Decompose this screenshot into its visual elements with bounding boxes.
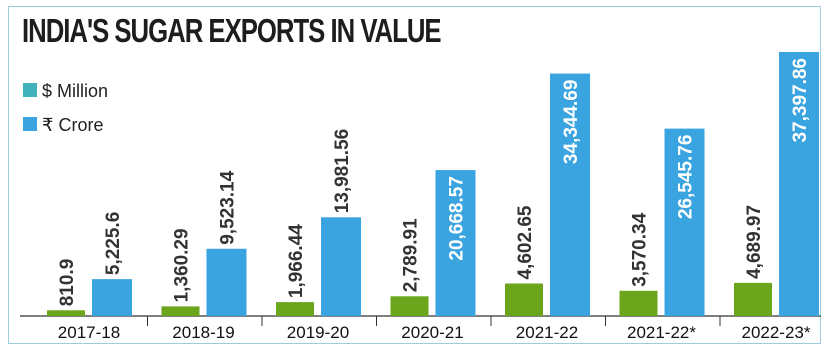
legend-swatch-0 [23,83,37,97]
x-tick-label-2020-21: 2020-21 [401,323,463,342]
value-label-inr-2021-22*: 26,545.76 [676,135,697,220]
bar-inr-2018-19 [206,248,247,316]
value-label-usd-2019-20: 1,966.44 [286,224,307,298]
value-label-usd-2017-18: 810.9 [57,259,78,307]
x-tick-label-2017-18: 2017-18 [58,323,120,342]
value-label-usd-2021-22*: 3,570.34 [630,212,651,286]
value-label-usd-2020-21: 2,789.91 [401,218,422,292]
x-tick-label-2021-22: 2021-22 [516,323,578,342]
bar-usd-2022-23* [734,282,772,316]
x-tick-label-2022-23*: 2022-23* [741,323,810,342]
chart-title: INDIA'S SUGAR EXPORTS IN VALUE [22,12,442,49]
value-label-usd-2021-22: 4,602.65 [515,205,536,279]
bar-inr-2021-22* [664,128,705,316]
x-tick-label-2018-19: 2018-19 [172,323,234,342]
bar-usd-2021-22 [505,283,543,316]
bar-usd-2020-21 [390,296,429,316]
bar-inr-2020-21 [435,170,476,316]
bar-inr-2019-20 [321,217,361,316]
chart-frame [8,6,821,344]
value-label-usd-2022-23*: 4,689.97 [744,205,765,279]
bar-inr-2017-18 [92,279,132,316]
value-label-usd-2018-19: 1,360.29 [172,228,193,302]
x-tick-label-2019-20: 2019-20 [287,323,349,342]
legend-label-1: ₹ Crore [42,115,103,135]
value-label-inr-2021-22: 34,344.69 [561,80,582,165]
bar-usd-2019-20 [276,302,314,316]
legend-swatch-1 [23,117,37,131]
bar-inr-2022-23* [779,52,819,316]
value-label-inr-2022-23*: 37,397.86 [790,58,811,143]
bar-usd-2017-18 [47,310,85,316]
value-label-inr-2018-19: 9,523.14 [218,170,239,244]
x-tick-label-2021-22*: 2021-22* [627,323,696,342]
bar-usd-2018-19 [161,306,200,316]
value-label-inr-2020-21: 20,668.57 [447,176,468,261]
value-label-inr-2017-18: 5,225.6 [103,212,124,275]
bar-usd-2021-22* [619,290,658,316]
bar-inr-2021-22 [550,73,590,316]
value-label-inr-2019-20: 13,981.56 [332,129,353,214]
legend-label-0: $ Million [42,81,108,101]
